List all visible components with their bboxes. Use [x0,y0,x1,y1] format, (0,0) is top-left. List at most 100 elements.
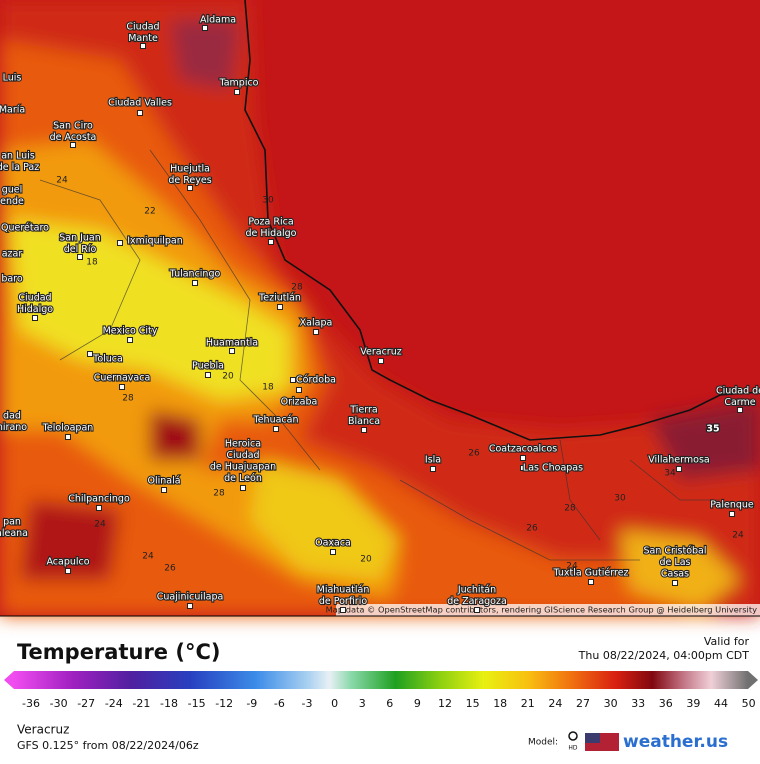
city-label: de León [224,473,262,484]
city-dot [729,511,735,517]
city-label: guel [2,185,23,196]
city-label: Casas [661,569,689,580]
scale-tick-label: 21 [521,697,535,710]
contour-label: 24 [56,176,68,186]
map: Map data © OpenStreetMap contributors, r… [0,0,760,616]
city-dot [65,568,71,574]
city-label: an Luis [1,151,35,162]
scale-tick-label: -36 [22,697,40,710]
coastline [244,0,760,441]
scale-high-arrow [748,671,758,689]
contour-label: 24 [94,520,106,530]
scale-tick-label: 0 [331,697,338,710]
city-label: San Ciro [53,121,93,132]
model-label: Model: [528,738,558,748]
scale-tick-label: -18 [160,697,178,710]
city-dot [313,329,319,335]
city-label: Aldama [200,15,236,26]
scale-tick-label: -3 [302,697,313,710]
contour-label: 30 [614,494,626,504]
contour-label: 24 [566,562,578,572]
scale-tick-label: 36 [659,697,673,710]
temperature-field [0,0,760,616]
city-label: Isla [425,455,441,466]
city-label: Tehuacán [253,415,299,426]
valid-time: Thu 08/22/2024, 04:00pm CDT [578,649,750,662]
city-label: Miahuatlán [317,585,370,596]
city-label: Luis [3,73,22,84]
city-label: aleana [0,528,28,539]
city-dot [187,185,193,191]
city-label: ende [0,196,24,207]
city-dot [378,358,384,364]
city-label: Villahermosa [648,455,709,466]
model-badge: HD [568,745,578,752]
city-dot [127,337,133,343]
contour-label: 28 [291,283,303,293]
color-scale [14,671,748,689]
city-label: Ciudad [126,22,159,33]
city-label: Huamantla [206,338,258,349]
city-dot [676,466,682,472]
city-label: Oaxaca [315,538,351,549]
map-labels: AldamaCiudadManteTampicoLuisMaríaCiudad … [0,13,760,613]
city-dot [340,607,346,613]
city-dot [296,387,302,393]
city-dot [192,280,198,286]
city-label: Poza Rica [248,217,293,228]
city-label: Tampico [218,78,258,89]
city-dot [202,25,208,31]
city-label: Ciudad Valles [108,98,172,109]
city-dot [277,304,283,310]
city-dot [430,466,436,472]
city-label: hirano [0,422,27,433]
city-label: de Hidalgo [245,228,296,239]
city-label: de la Paz [0,162,39,173]
city-dot [273,426,279,432]
attribution-box [336,604,760,616]
brand[interactable]: weather.us [623,732,728,752]
city-label: de Huajuapan [210,462,276,473]
city-dot [119,384,125,390]
scale-tick-label: -6 [274,697,285,710]
scale-tick-label: -30 [50,697,68,710]
city-label: Blanca [348,416,380,427]
city-label: Toluca [92,354,123,365]
city-dot [32,315,38,321]
scale-tick-label: -27 [77,697,95,710]
scale-tick-label: 50 [742,697,756,710]
city-label: de Acosta [50,132,97,143]
city-dot [137,110,143,116]
city-label: Ciudad [18,293,51,304]
city-label: Puebla [192,361,224,372]
city-label: Palenque [710,500,754,511]
city-label: Veracruz [360,347,401,358]
contour-label: 20 [360,555,372,565]
city-dot [229,348,235,354]
city-dot [520,455,526,461]
contour-label: 28 [213,489,225,499]
scale-tick-label: -9 [246,697,257,710]
city-label: de Reyes [168,175,211,186]
legend: Temperature (°C) Valid for Thu 08/22/202… [4,635,758,752]
city-label: Tulancingo [169,269,221,280]
city-label: Hidalgo [17,304,53,315]
city-label: del Río [64,244,97,255]
city-label: Olinalá [147,476,180,487]
city-dot [87,351,93,357]
city-dot [361,427,367,433]
scale-tick-label: 15 [466,697,480,710]
contour-label: 26 [468,449,480,459]
city-dot [290,377,296,383]
contour-label: 28 [122,394,134,404]
city-dot [268,239,274,245]
city-dot [588,579,594,585]
city-label: Huejutla [170,164,210,175]
model-run: GFS 0.125° from 08/22/2024/06z [17,739,199,752]
city-dot [187,603,193,609]
city-label: Heroica [225,439,261,450]
scale-ticks: -36 -30 -27 -24 -21 -18 -15 -12 -9 -6 -3 0 3 6 9 12 15 18… [22,697,756,710]
scale-low-arrow [4,671,14,689]
city-label: Juchitán [457,585,496,596]
